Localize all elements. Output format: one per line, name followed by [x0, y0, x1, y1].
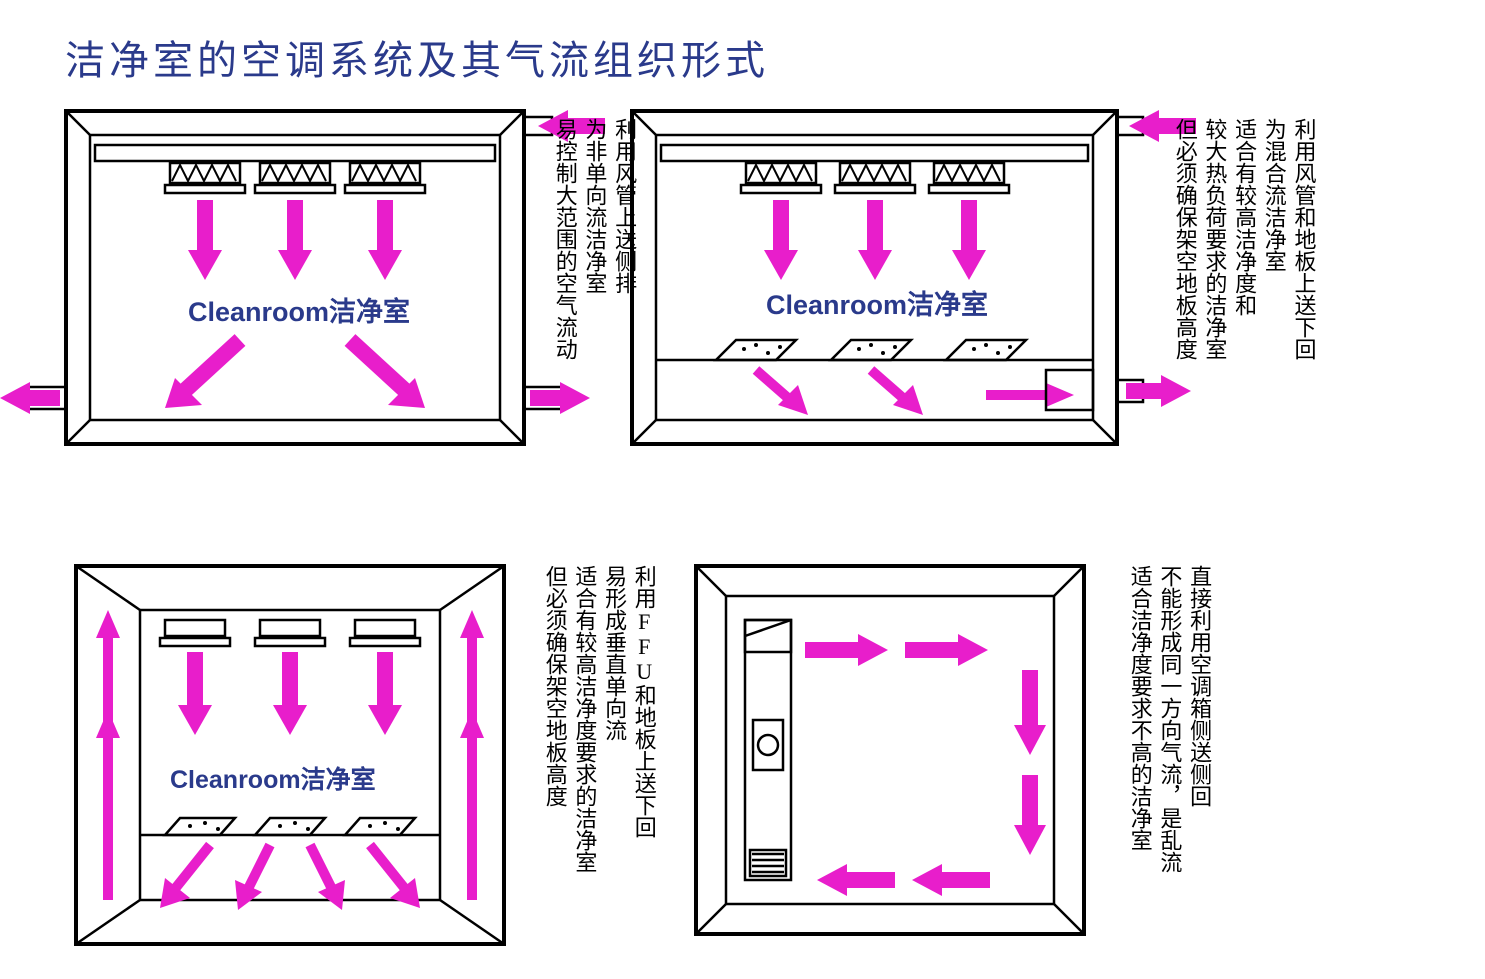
text-line: 易控制大范围的空气流动 — [553, 118, 578, 360]
panel-bottom-right — [690, 560, 1090, 940]
text-line: 较大热负荷要求的洁净室 — [1202, 118, 1227, 360]
panel-bottom-left: Cleanroom洁净室 — [70, 560, 510, 950]
page: 洁净室的空调系统及其气流组织形式 — [0, 0, 1485, 979]
text-line: 为混合流洁净室 — [1262, 118, 1287, 272]
panel-top-right: Cleanroom洁净室 — [626, 105, 1123, 450]
text-line: 不能形成同一方向气流，是乱流 — [1157, 565, 1182, 873]
text-line: 利用风管和地板上送下回 — [1291, 118, 1316, 360]
text-line: 但必须确保架空地板高度 — [543, 565, 568, 807]
panel-top-left: Cleanroom洁净室 — [60, 105, 530, 450]
text-line: 为非单向流洁净室 — [582, 118, 607, 294]
room-label-tl: Cleanroom洁净室 — [188, 290, 410, 329]
text-line: 适合有较高洁净度和 — [1232, 118, 1257, 316]
text-line: 适合洁净度要求不高的洁净室 — [1128, 565, 1153, 851]
text-line: 适合有较高洁净度要求的洁净室 — [572, 565, 597, 873]
page-title: 洁净室的空调系统及其气流组织形式 — [65, 28, 769, 86]
side-text-tr: 利用风管和地板上送下回 为混合流洁净室 适合有较高洁净度和 较大热负荷要求的洁净… — [1170, 118, 1318, 360]
room-label-tr: Cleanroom洁净室 — [766, 283, 988, 322]
text-line: 利用FFU和地板上送下回 — [632, 565, 657, 838]
room-label-bl: Cleanroom洁净室 — [170, 760, 376, 796]
side-text-bl: 利用FFU和地板上送下回 易形成垂直单向流 适合有较高洁净度要求的洁净室 但必须… — [540, 565, 659, 873]
text-line: 但必须确保架空地板高度 — [1173, 118, 1198, 360]
side-text-br: 直接利用空调箱侧送侧回 不能形成同一方向气流，是乱流 适合洁净度要求不高的洁净室 — [1125, 565, 1214, 873]
text-line: 直接利用空调箱侧送侧回 — [1187, 565, 1212, 807]
text-line: 易形成垂直单向流 — [602, 565, 627, 741]
